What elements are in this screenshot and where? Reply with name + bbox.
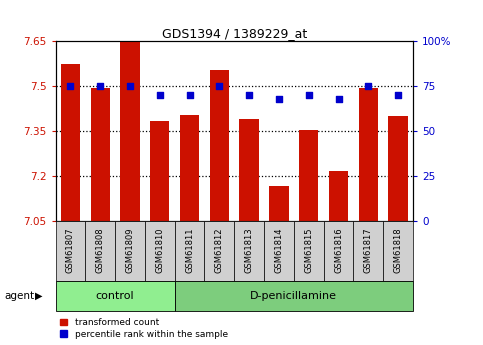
Bar (85, 221, 115, 281)
Text: GSM61818: GSM61818 (394, 227, 402, 273)
Text: GSM61816: GSM61816 (334, 227, 343, 273)
Text: D-penicillamine: D-penicillamine (250, 291, 337, 301)
Text: GSM61817: GSM61817 (364, 227, 373, 273)
Point (335, 96, 342, 101)
Title: GDS1394 / 1389229_at: GDS1394 / 1389229_at (162, 27, 307, 40)
Text: GSM61814: GSM61814 (274, 227, 284, 273)
Text: GSM61811: GSM61811 (185, 227, 194, 273)
Bar (150, 121, 170, 221)
Text: GSM61815: GSM61815 (304, 227, 313, 273)
Bar (294, 221, 324, 281)
Text: GSM61810: GSM61810 (156, 227, 164, 273)
Text: GSM61807: GSM61807 (66, 227, 75, 273)
Text: GSM61808: GSM61808 (96, 227, 105, 273)
Bar (175, 281, 413, 310)
Point (245, 92, 253, 98)
Text: agent: agent (5, 291, 35, 301)
Point (364, 83, 372, 89)
Point (156, 92, 164, 98)
Bar (56, 281, 175, 310)
Bar (329, 171, 348, 221)
Bar (115, 221, 145, 281)
Bar (210, 70, 229, 221)
Bar (56, 221, 85, 281)
Point (394, 92, 402, 98)
Bar (175, 221, 204, 281)
Bar (145, 221, 175, 281)
Point (126, 83, 134, 89)
Text: ▶: ▶ (35, 291, 43, 301)
Bar (388, 116, 408, 221)
Bar (358, 88, 378, 221)
Point (215, 83, 223, 89)
Text: GSM61809: GSM61809 (126, 227, 134, 273)
Bar (299, 130, 318, 221)
Bar (180, 115, 199, 221)
Text: control: control (96, 291, 134, 301)
Bar (61, 64, 80, 221)
Bar (204, 221, 234, 281)
Text: GSM61813: GSM61813 (245, 227, 254, 273)
Bar (354, 221, 383, 281)
Point (275, 96, 283, 101)
Bar (269, 186, 289, 221)
Point (185, 92, 193, 98)
Bar (383, 221, 413, 281)
Bar (324, 221, 354, 281)
Bar (240, 119, 259, 221)
Bar (264, 221, 294, 281)
Legend: transformed count, percentile rank within the sample: transformed count, percentile rank withi… (60, 318, 227, 339)
Point (97, 83, 104, 89)
Text: GSM61812: GSM61812 (215, 227, 224, 273)
Point (67, 83, 74, 89)
Bar (120, 42, 140, 221)
Point (305, 92, 313, 98)
Bar (234, 221, 264, 281)
Bar (90, 88, 110, 221)
